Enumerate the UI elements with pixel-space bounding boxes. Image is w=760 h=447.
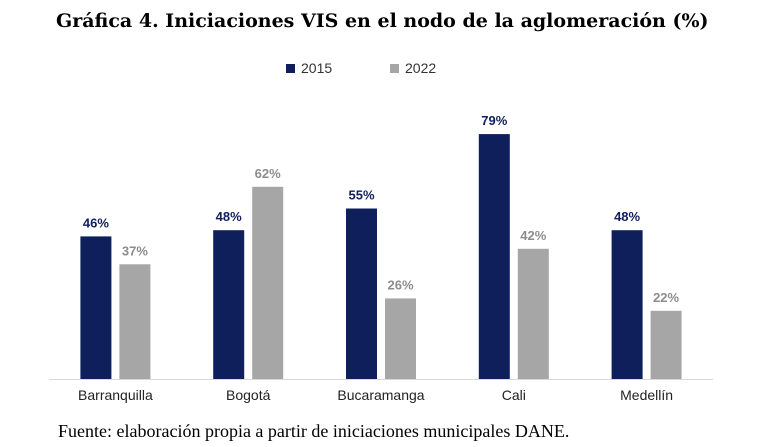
x-tick-label-bucaramanga: Bucaramanga [337, 387, 424, 403]
legend-item-2022: 2022 [390, 60, 436, 76]
data-label-cali-2015: 79% [481, 113, 507, 128]
bar-medellin-2022 [650, 310, 682, 379]
bar-bogota-2022 [252, 186, 284, 379]
chart-legend: 2015 2022 [0, 60, 760, 80]
data-label-barranquilla-2015: 46% [83, 215, 109, 230]
x-tick-label-barranquilla: Barranquilla [78, 387, 153, 403]
data-label-barranquilla-2022: 37% [122, 243, 148, 258]
data-label-medellin-2022: 22% [653, 290, 679, 305]
legend-item-2015: 2015 [286, 60, 332, 76]
data-label-medellin-2015: 48% [614, 209, 640, 224]
bar-barranquilla-2022 [119, 264, 151, 379]
bar-cali-2022 [517, 248, 549, 379]
x-tick-label-medellin: Medellín [620, 387, 673, 403]
bar-medellin-2015 [611, 230, 643, 379]
data-label-cali-2022: 42% [520, 228, 546, 243]
bar-barranquilla-2015 [80, 236, 112, 379]
data-label-bucaramanga-2022: 26% [387, 277, 413, 292]
bar-bucaramanga-2015 [346, 208, 377, 379]
legend-label-2015: 2015 [301, 60, 333, 76]
bar-bucaramanga-2022 [385, 298, 416, 379]
legend-label-2022: 2022 [405, 60, 437, 76]
legend-swatch-2022 [390, 63, 399, 73]
bar-bogota-2015 [213, 230, 245, 379]
data-label-bogota-2022: 62% [255, 166, 281, 181]
source-note: Fuente: elaboración propia a partir de i… [58, 421, 570, 441]
x-tick-label-cali: Cali [502, 387, 526, 403]
data-label-bogota-2015: 48% [216, 209, 242, 224]
legend-swatch-2015 [286, 63, 295, 73]
bar-cali-2015 [478, 134, 510, 379]
chart-title: Gráfica 4. Iniciaciones VIS en el nodo d… [56, 10, 709, 32]
x-tick-label-bogota: Bogotá [226, 387, 271, 403]
data-label-bucaramanga-2015: 55% [348, 188, 374, 203]
